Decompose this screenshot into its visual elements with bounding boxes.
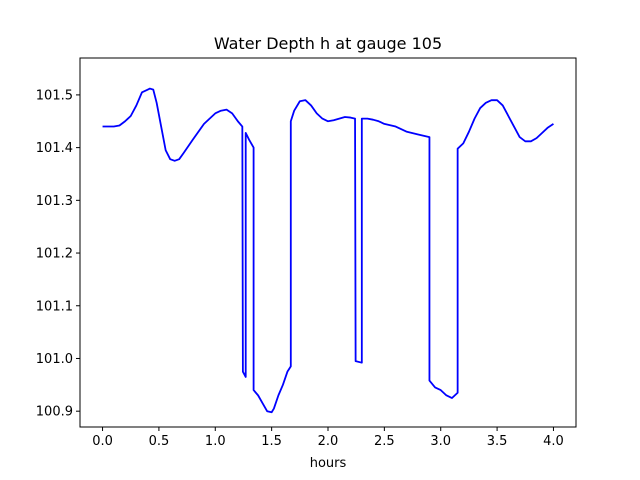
- x-axis-label: hours: [310, 456, 347, 471]
- x-tick-label: 4.0: [543, 434, 564, 449]
- x-tick-label: 3.5: [487, 434, 508, 449]
- x-tick-label: 2.0: [318, 434, 339, 449]
- y-tick-label: 101.1: [36, 299, 73, 314]
- x-tick-label: 0.5: [149, 434, 170, 449]
- x-tick-label: 1.0: [205, 434, 226, 449]
- y-tick-label: 101.0: [36, 352, 73, 367]
- x-tick-label: 3.0: [430, 434, 451, 449]
- x-tick-label: 1.5: [261, 434, 282, 449]
- x-tick-label: 0.0: [92, 434, 113, 449]
- x-tick-label: 2.5: [374, 434, 395, 449]
- chart-title: Water Depth h at gauge 105: [214, 34, 442, 53]
- series-line-0: [102, 87, 554, 414]
- y-tick-label: 101.3: [36, 194, 73, 209]
- y-tick-label: 101.5: [36, 88, 73, 103]
- y-tick-label: 100.9: [36, 405, 73, 420]
- plot-area-frame: [79, 57, 577, 428]
- y-tick-label: 101.2: [36, 247, 73, 262]
- y-tick-label: 101.4: [36, 141, 73, 156]
